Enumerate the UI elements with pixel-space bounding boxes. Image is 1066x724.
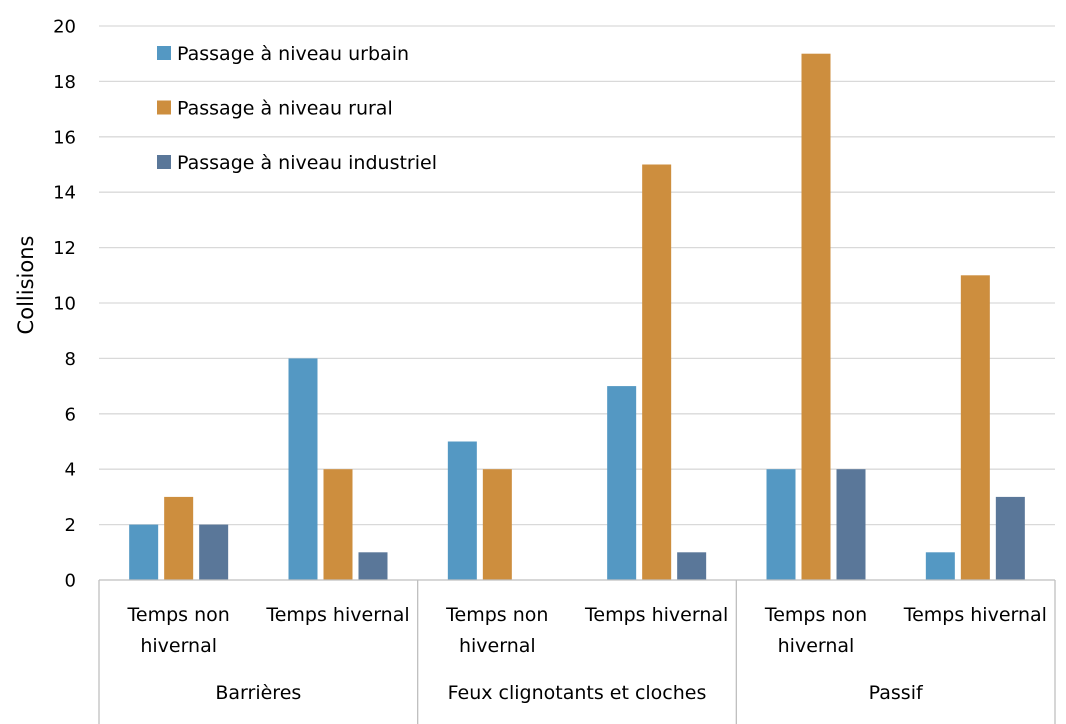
legend-swatch: [157, 155, 171, 169]
y-tick-label: 4: [65, 460, 76, 481]
bar: [801, 53, 831, 580]
y-tick-label: 20: [53, 17, 76, 38]
y-axis-label: Collisions: [14, 236, 38, 335]
bar: [836, 469, 866, 580]
bar: [642, 164, 672, 580]
y-tick-label: 2: [65, 515, 76, 536]
x-category-label: Temps non hivernal: [127, 604, 230, 657]
x-category-label: Temps hivernal: [584, 604, 728, 626]
bars: [129, 53, 1025, 580]
bar: [447, 441, 477, 580]
x-group-label: Barrières: [215, 682, 301, 704]
x-category-label: Temps non hivernal: [764, 604, 867, 657]
x-category-label: Temps hivernal: [265, 604, 409, 626]
x-group-label: Passif: [869, 682, 924, 704]
legend-label: Passage à niveau rural: [177, 98, 393, 120]
y-tick-label: 10: [53, 294, 76, 315]
bar: [677, 552, 707, 580]
y-tick-label: 6: [65, 404, 76, 425]
legend: Passage à niveau urbain Passage à niveau …: [157, 43, 437, 174]
bar: [164, 496, 194, 580]
bar: [995, 496, 1025, 580]
bar: [607, 386, 637, 580]
x-category-label: Temps non hivernal: [445, 604, 548, 657]
legend-swatch: [157, 100, 171, 115]
bar: [766, 469, 796, 580]
x-category-label: Temps hivernal: [903, 604, 1047, 626]
bar: [482, 469, 512, 580]
gridlines: [99, 25, 1055, 526]
legend-label: Passage à niveau urbain: [177, 43, 409, 65]
y-tick-label: 0: [65, 571, 76, 592]
bar: [358, 552, 388, 580]
bar: [925, 552, 955, 580]
legend-label: Passage à niveau industriel: [177, 152, 437, 174]
bar: [129, 524, 159, 580]
y-tick-label: 16: [53, 127, 76, 148]
y-tick-label: 14: [53, 183, 76, 204]
axes: [98, 579, 1056, 724]
x-group-labels: Barrières Feux clignotants et cloches Pass…: [215, 682, 924, 704]
y-tick-label: 18: [53, 72, 76, 93]
y-tick-label: 8: [65, 349, 76, 370]
bar: [960, 275, 990, 580]
x-group-label: Feux clignotants et cloches: [448, 682, 707, 704]
bar: [288, 358, 318, 580]
legend-swatch: [157, 46, 171, 60]
bar: [199, 524, 229, 580]
y-tick-labels: 0 2 4 6 8 10 12 14 16 18 20: [53, 17, 76, 592]
x-category-labels: Temps non hivernal Temps hivernal Temps non…: [127, 604, 1047, 657]
y-tick-label: 12: [53, 238, 76, 259]
bar: [323, 469, 353, 580]
